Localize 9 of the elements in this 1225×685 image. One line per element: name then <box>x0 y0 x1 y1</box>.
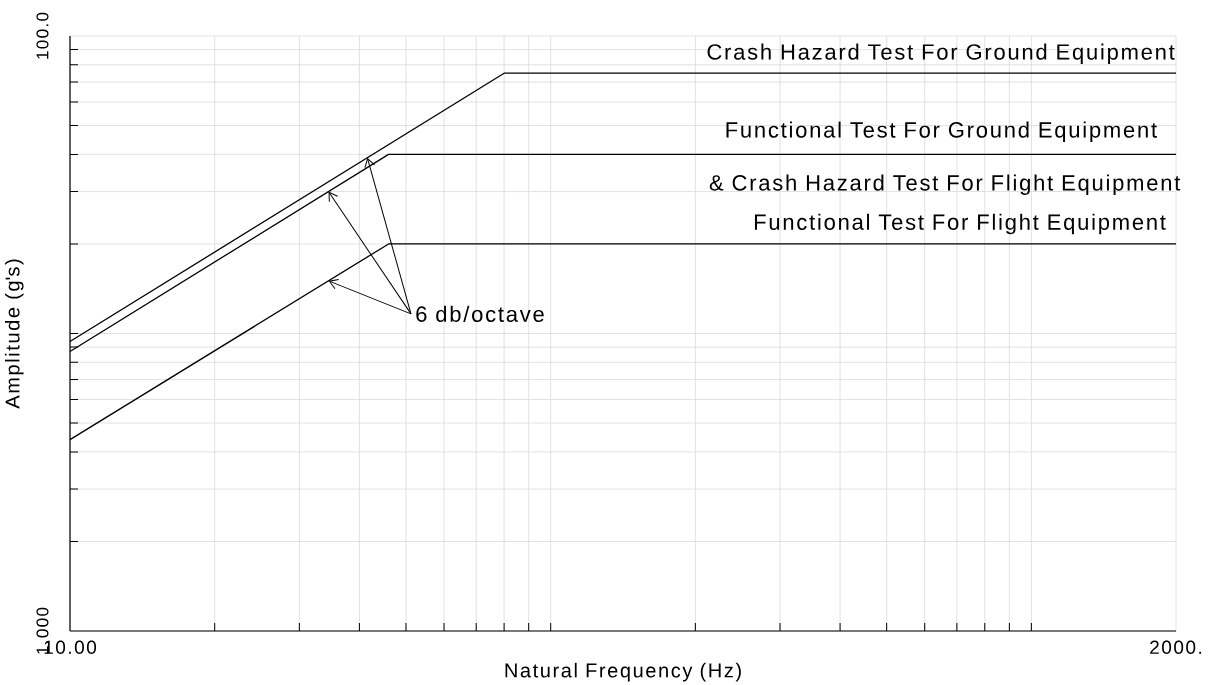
x-axis-title: Natural Frequency (Hz) <box>505 662 741 682</box>
y-tick-label: 100.0 <box>36 12 49 59</box>
annotation: Crash Hazard Test For Ground Equipment <box>707 43 1175 65</box>
annotation: & Crash Hazard Test For Flight Equipment <box>709 174 1181 195</box>
annotation: 6 db/octave <box>416 305 544 322</box>
y-axis-title: Amplitude (g's) <box>4 259 24 409</box>
annotation: Functional Test For Flight Equipment <box>754 213 1166 235</box>
x-tick-label: 2000. <box>1150 640 1202 654</box>
annotation: Functional Test For Ground Equipment <box>726 121 1157 143</box>
